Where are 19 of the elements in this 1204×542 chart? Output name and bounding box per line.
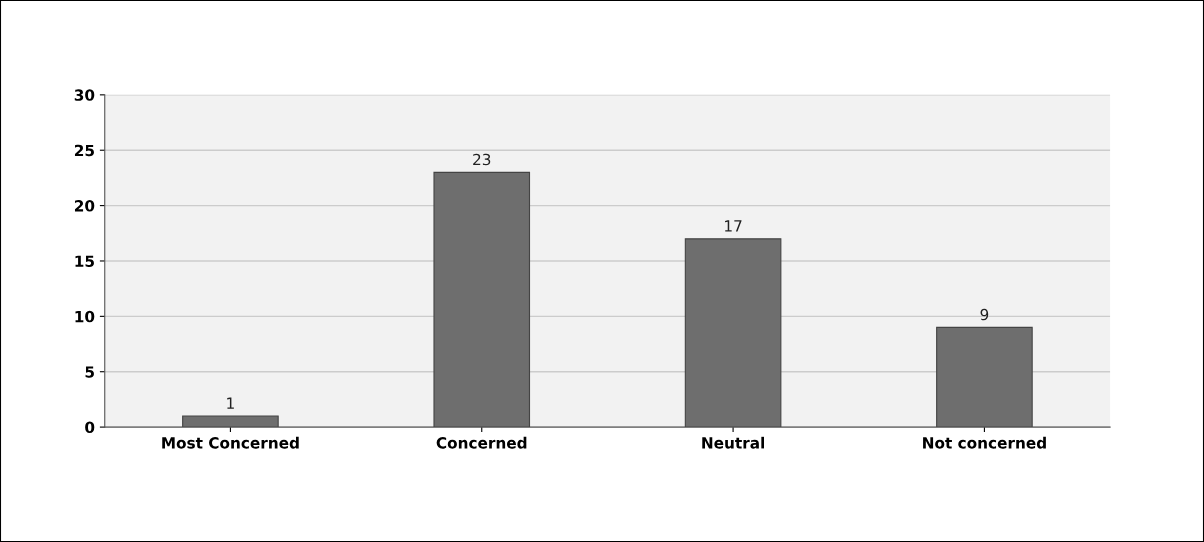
y-tick-label: 15 — [75, 255, 94, 267]
y-tick-label: 10 — [75, 310, 95, 323]
x-tick-label: Concerned — [436, 436, 527, 449]
bar — [684, 238, 782, 428]
y-tick-label: 25 — [74, 144, 94, 157]
data-label: 9 — [980, 308, 989, 321]
bar — [182, 415, 279, 428]
bar — [936, 326, 1033, 428]
y-tick-label: 30 — [74, 89, 95, 101]
x-tick-label: Most Concerned — [162, 436, 299, 449]
data-label: 1 — [227, 397, 234, 409]
y-tick-label: 0 — [85, 421, 95, 434]
data-label: 23 — [473, 153, 491, 166]
y-tick-label: 20 — [74, 200, 95, 212]
data-label: 17 — [725, 220, 742, 232]
y-tick-label: 5 — [85, 366, 94, 378]
bar — [433, 171, 531, 428]
x-tick-label: Neutral — [702, 436, 765, 449]
x-tick-label: Not concerned — [923, 436, 1046, 449]
